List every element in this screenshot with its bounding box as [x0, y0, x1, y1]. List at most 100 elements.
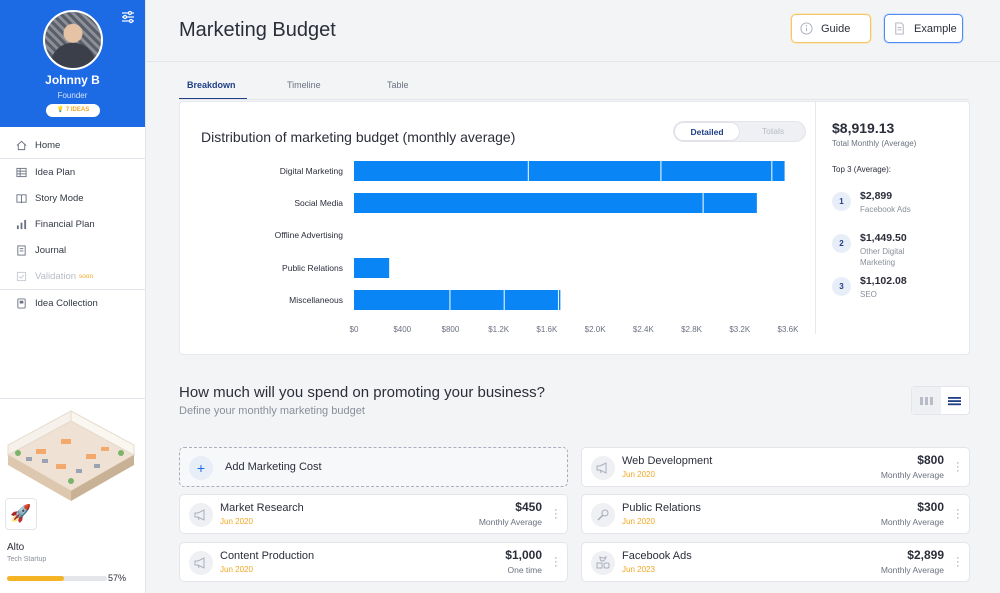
bar-segment[interactable]	[528, 161, 661, 181]
bar-segment[interactable]	[354, 161, 528, 181]
top-item-label: Other Digital Marketing	[860, 247, 905, 267]
more-icon[interactable]: · · ·	[956, 457, 960, 477]
sidebar-item-label: Financial Plan	[35, 218, 95, 230]
sidebar-item-label: Validation	[35, 270, 77, 282]
x-tick-label: $3.6K	[778, 325, 800, 334]
top-item-value: $1,449.50	[860, 232, 907, 244]
cost-frequency: One time	[507, 565, 543, 575]
sidebar-item-validation: Validation soon	[0, 263, 145, 289]
rocket-icon[interactable]: 🚀	[5, 498, 37, 530]
tab-timeline[interactable]: Timeline	[287, 80, 321, 90]
cost-card[interactable]: Facebook Ads Jun 2023 $2,899 Monthly Ave…	[581, 542, 970, 582]
plus-icon: +	[189, 456, 213, 480]
category-label: Miscellaneous	[289, 295, 343, 305]
sidebar-item-home[interactable]: Home	[0, 132, 145, 158]
company-name: Alto	[7, 542, 25, 553]
guide-label: Guide	[821, 22, 851, 35]
cost-date: Jun 2020	[220, 565, 253, 574]
profile-panel: Johnny B Founder 💡 7 IDEAS	[0, 0, 145, 127]
cost-card[interactable]: Market Research Jun 2020 $450 Monthly Av…	[179, 494, 568, 534]
cost-amount: $1,000	[505, 548, 542, 562]
avatar[interactable]	[43, 10, 103, 70]
toggle-detailed[interactable]: Detailed	[674, 122, 740, 141]
divider	[0, 289, 145, 290]
more-icon[interactable]: · · ·	[554, 504, 558, 524]
category-label: Public Relations	[282, 263, 343, 273]
bar-segment[interactable]	[450, 290, 504, 310]
sidebar: Johnny B Founder 💡 7 IDEAS Home Idea Pla…	[0, 0, 146, 593]
sidebar-item-financial-plan[interactable]: Financial Plan	[0, 211, 145, 237]
sidebar-item-label: Idea Collection	[35, 297, 98, 309]
profile-role: Founder	[57, 91, 88, 100]
sidebar-item-label: Story Mode	[35, 192, 84, 204]
progress-fill	[7, 576, 64, 581]
category-label: Offline Advertising	[275, 230, 344, 240]
sidebar-nav: Home Idea Plan Story Mode Financial Plan…	[0, 132, 145, 316]
guide-button[interactable]: Guide	[791, 14, 871, 43]
x-tick-label: $1.6K	[536, 325, 558, 334]
cost-card[interactable]: Public Relations Jun 2020 $300 Monthly A…	[581, 494, 970, 534]
example-button[interactable]: Example	[884, 14, 963, 43]
detail-toggle[interactable]: Detailed Totals	[673, 121, 806, 142]
home-icon	[16, 140, 27, 150]
tab-divider	[179, 99, 969, 100]
bar-segment[interactable]	[558, 290, 561, 310]
bar-segment[interactable]	[504, 290, 558, 310]
page-header: Marketing Budget Guide Example	[146, 0, 1000, 62]
sidebar-item-idea-collection[interactable]: Idea Collection	[0, 290, 145, 316]
toggle-totals[interactable]: Totals	[761, 126, 785, 136]
cost-frequency: Monthly Average	[880, 565, 944, 575]
more-icon[interactable]: · · ·	[956, 552, 960, 572]
example-label: Example	[914, 22, 957, 35]
sidebar-item-idea-plan[interactable]: Idea Plan	[0, 159, 145, 185]
cost-date: Jun 2020	[220, 517, 253, 526]
soon-badge: soon	[79, 272, 94, 280]
megaphone-icon	[591, 456, 615, 480]
ideas-badge[interactable]: 💡 7 IDEAS	[46, 104, 100, 117]
cost-date: Jun 2023	[622, 565, 655, 574]
check-icon	[16, 271, 27, 281]
add-marketing-cost-button[interactable]: + Add Marketing Cost	[179, 447, 568, 487]
tab-breakdown[interactable]: Breakdown	[179, 80, 247, 100]
total-value: $8,919.13	[832, 120, 895, 136]
top-item-value: $2,899	[860, 190, 893, 202]
category-label: Social Media	[294, 198, 343, 208]
profile-name: Johnny B	[45, 73, 100, 87]
bar-segment[interactable]	[661, 161, 772, 181]
bar-segment[interactable]	[354, 290, 450, 310]
microphone-icon	[591, 503, 615, 527]
sidebar-item-journal[interactable]: Journal	[0, 237, 145, 263]
cost-name: Market Research	[220, 502, 304, 514]
company-panel	[0, 398, 146, 593]
sliders-icon[interactable]	[121, 10, 135, 24]
sidebar-item-story-mode[interactable]: Story Mode	[0, 185, 145, 211]
x-tick-label: $0	[350, 325, 359, 334]
list-view-button[interactable]	[941, 387, 970, 414]
bar-segment[interactable]	[354, 193, 703, 213]
category-label: Digital Marketing	[280, 166, 344, 176]
more-icon[interactable]: · · ·	[956, 504, 960, 524]
bar-segment[interactable]	[354, 258, 390, 278]
more-icon[interactable]: · · ·	[554, 552, 558, 572]
rank-badge: 1	[832, 192, 851, 211]
top-item-label: SEO	[860, 290, 877, 299]
book-icon	[16, 193, 27, 203]
journal-icon	[17, 244, 26, 256]
bar-chart-icon	[16, 219, 27, 229]
top-item-value: $1,102.08	[860, 275, 907, 287]
add-cost-label: Add Marketing Cost	[225, 461, 322, 473]
top-label: Top 3 (Average):	[832, 165, 891, 174]
chart-title: Distribution of marketing budget (monthl…	[201, 129, 516, 145]
page-title: Marketing Budget	[179, 19, 336, 41]
ideas-badge-label: 7 IDEAS	[65, 107, 90, 113]
cost-card[interactable]: Web Development Jun 2020 $800 Monthly Av…	[581, 447, 970, 487]
tab-table[interactable]: Table	[387, 80, 409, 90]
office-illustration	[6, 410, 136, 501]
bar-segment[interactable]	[772, 161, 785, 181]
cost-amount: $300	[917, 500, 944, 514]
view-toggle	[911, 386, 970, 415]
cost-card[interactable]: Content Production Jun 2020 $1,000 One t…	[179, 542, 568, 582]
divider	[0, 158, 145, 159]
grid-view-button[interactable]	[912, 387, 941, 414]
bar-segment[interactable]	[703, 193, 757, 213]
